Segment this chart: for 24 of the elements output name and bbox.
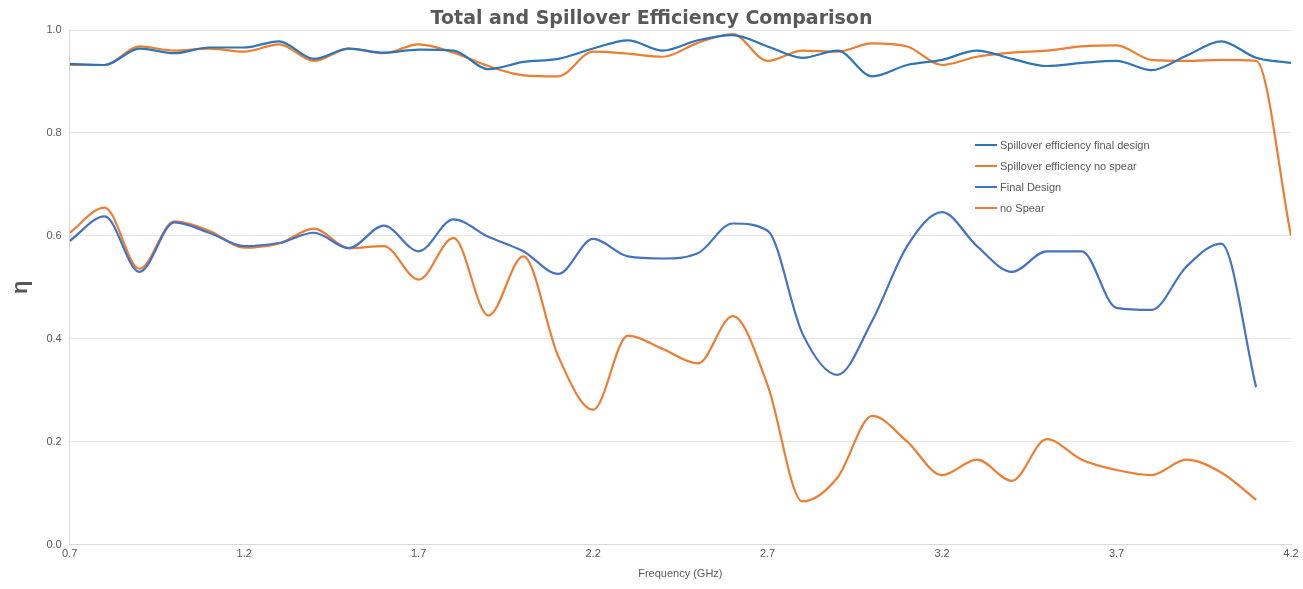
y-tick-label: 0.8 [46, 125, 62, 138]
y-tick-label: 0.0 [46, 537, 62, 550]
line-series [69, 206, 1258, 503]
y-axis-title: η [7, 280, 33, 295]
x-axis-title: Frequency (GHz) [638, 567, 723, 580]
chart-title: Total and Spillover Efficiency Comparison [430, 6, 873, 28]
y-tick-label: 1.0 [46, 23, 62, 36]
line-series [69, 33, 1291, 237]
x-tick-label: 3.2 [934, 547, 950, 560]
y-tick-label: 0.4 [46, 331, 62, 344]
x-tick-label: 2.7 [759, 547, 776, 560]
legend-label: Spillover efficiency no spear [1000, 159, 1137, 172]
legend-label: Spillover efficiency final design [1000, 138, 1150, 151]
x-tick-label: 4.2 [1283, 547, 1299, 560]
x-tick-label: 2.2 [585, 547, 601, 560]
legend-label: Final Design [1000, 180, 1062, 193]
x-tick-label: 1.7 [410, 547, 427, 560]
y-tick-label: 0.6 [46, 228, 62, 241]
x-tick-label: 0.7 [62, 547, 78, 560]
y-tick-label: 0.2 [46, 434, 62, 447]
x-tick-label: 1.2 [236, 547, 252, 560]
x-tick-label: 3.7 [1108, 547, 1125, 560]
line-series [69, 34, 1291, 78]
legend-label: no Spear [1000, 201, 1045, 214]
